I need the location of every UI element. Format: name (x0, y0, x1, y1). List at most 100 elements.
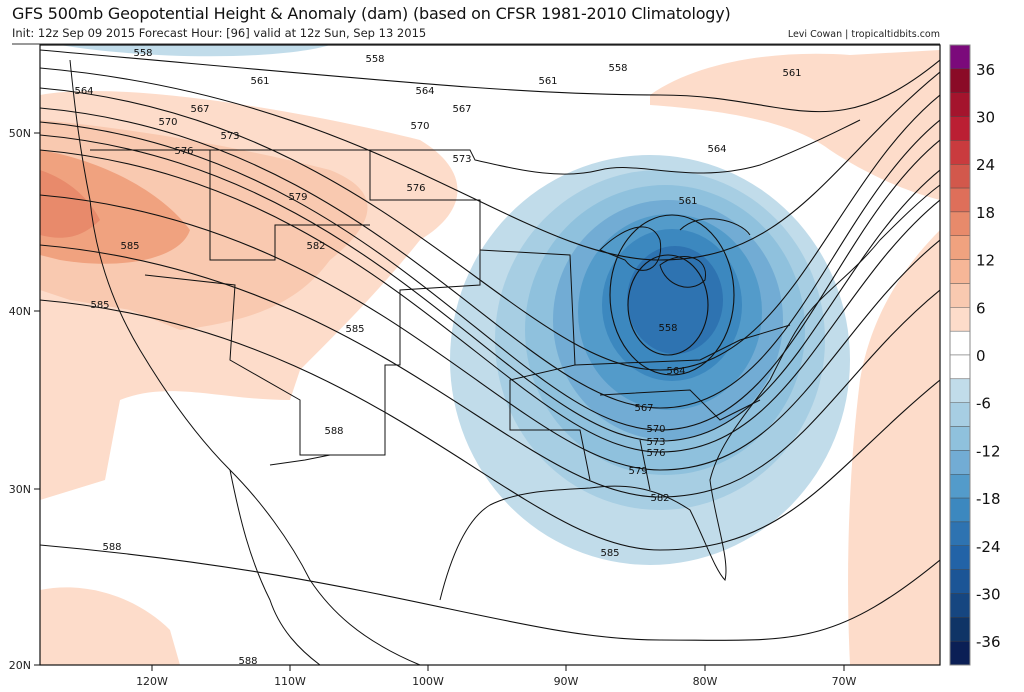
colorbar-label: 36 (976, 61, 995, 79)
contour-label: 567 (634, 403, 653, 414)
map-axes: 50N 40N 30N 20N 120W 110W 100W 90W 80W 70W (9, 127, 857, 688)
colorbar-swatch (949, 116, 971, 141)
contour-564 (40, 87, 940, 371)
lon-label: 80W (693, 675, 718, 688)
lon-label: 120W (136, 675, 168, 688)
contour-labels: 558 558 558 558 561 561 561 561 564 564 564 564 567 5… (74, 48, 801, 667)
contour-label: 564 (415, 86, 434, 97)
contour-label: 558 (133, 48, 152, 59)
lon-label: 90W (554, 675, 579, 688)
colorbar-swatch (949, 211, 971, 236)
lon-label: 100W (412, 675, 444, 688)
contour-label: 558 (658, 323, 677, 334)
colorbar-swatch (949, 378, 971, 403)
map-frame (39, 44, 941, 666)
contour-label: 579 (288, 192, 307, 203)
contour-label: 561 (782, 68, 801, 79)
colorbar-swatch (949, 68, 971, 93)
colorbar-label: -30 (976, 585, 1001, 603)
contour-579 (40, 194, 940, 471)
colorbar-swatch (949, 545, 971, 570)
colorbar-label: -12 (976, 442, 1001, 460)
colorbar-swatch (949, 140, 971, 165)
map-area: 558 558 558 558 561 561 561 561 564 564 564 564 567 5… (40, 45, 940, 667)
contour-label: 564 (666, 366, 685, 377)
colorbar-swatch (949, 617, 971, 642)
colorbar-swatch (949, 235, 971, 260)
colorbar-swatch (949, 593, 971, 618)
contour-label: 573 (220, 131, 239, 142)
colorbar-label: 0 (976, 347, 986, 365)
contour-label: 567 (452, 104, 471, 115)
colorbar-swatch (949, 187, 971, 213)
colorbar-label: -18 (976, 490, 1001, 508)
contour-label: 570 (410, 121, 429, 132)
lat-label: 30N (9, 483, 31, 496)
colorbar-label: 12 (976, 252, 995, 270)
colorbar-swatch (949, 259, 971, 284)
colorbar-label: 18 (976, 204, 995, 222)
colorbar-swatch (949, 92, 971, 117)
lat-label: 20N (9, 659, 31, 672)
contour-label: 582 (650, 493, 669, 504)
colorbar-swatch (949, 307, 971, 332)
colorbar-swatch (949, 426, 971, 451)
contour-573 (40, 134, 940, 442)
colorbar-label: 30 (976, 109, 995, 127)
contour-label: 588 (324, 426, 343, 437)
map-title: GFS 500mb Geopotential Height & Anomaly … (12, 4, 731, 23)
contour-label: 561 (538, 76, 557, 87)
contour-label: 558 (608, 63, 627, 74)
contour-label: 576 (406, 183, 425, 194)
contour-label: 564 (707, 144, 726, 155)
contour-label: 582 (306, 241, 325, 252)
colorbar-swatch (949, 164, 971, 189)
colorbar-label: 6 (976, 299, 986, 317)
lon-label: 70W (832, 675, 857, 688)
contour-label: 576 (646, 448, 665, 459)
contour-582 (40, 244, 940, 498)
contour-label: 585 (345, 324, 364, 335)
contour-label: 579 (628, 466, 647, 477)
colorbar-swatch (949, 283, 971, 308)
contour-558 (40, 49, 940, 113)
height-contours (40, 49, 940, 641)
contour-label: 585 (90, 300, 109, 311)
colorbar-swatch (949, 474, 971, 499)
contour-label: 561 (250, 76, 269, 87)
contour-570 (40, 121, 940, 431)
contour-label: 561 (678, 196, 697, 207)
colorbar-label: 24 (976, 156, 995, 174)
contour-label: 588 (238, 656, 257, 667)
colorbar-label: -6 (976, 395, 991, 413)
contour-567 (40, 107, 940, 409)
colorbar-label: -36 (976, 633, 1001, 651)
contour-label: 576 (174, 146, 193, 157)
colorbar-swatch (949, 450, 971, 475)
contour-label: 573 (452, 154, 471, 165)
contour-label: 570 (158, 117, 177, 128)
colorbar-swatch (949, 569, 971, 594)
contour-label: 585 (120, 241, 139, 252)
contour-588 (40, 544, 940, 641)
colorbar-swatch (949, 330, 971, 356)
contour-576 (40, 149, 940, 453)
contour-561 (40, 67, 940, 261)
lat-label: 40N (9, 305, 31, 318)
colorbar-label: -24 (976, 538, 1001, 556)
contour-585 (40, 299, 940, 551)
contour-label: 570 (646, 424, 665, 435)
colorbar-swatch (949, 354, 971, 380)
colorbar-swatch (949, 521, 971, 546)
colorbar-swatch (949, 402, 971, 427)
contour-label: 567 (190, 104, 209, 115)
colorbar: 36 30 24 18 12 6 0 -6 -12 -18 -24 -30 -36 (949, 44, 1001, 666)
colorbar-swatch (949, 640, 971, 666)
credit: Levi Cowan | tropicaltidbits.com (787, 29, 940, 40)
colorbar-swatch (949, 497, 971, 523)
colorbar-swatch (949, 44, 971, 70)
lon-label: 110W (274, 675, 306, 688)
contour-label: 558 (365, 54, 384, 65)
contour-label: 585 (600, 548, 619, 559)
